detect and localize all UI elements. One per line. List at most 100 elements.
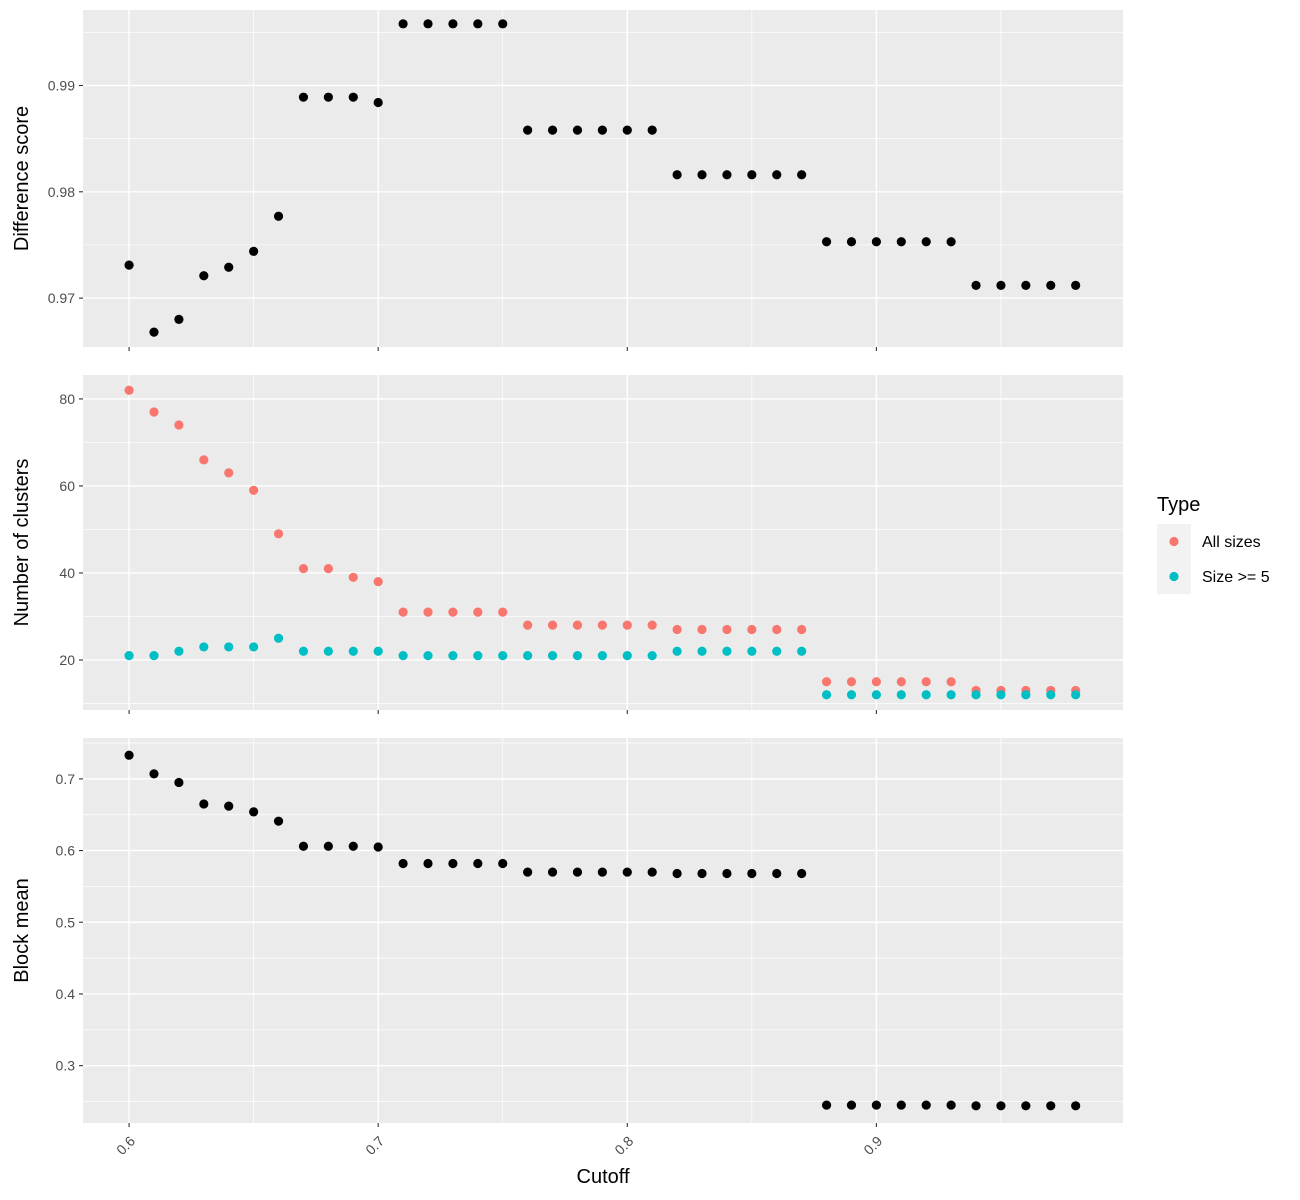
data-point bbox=[473, 858, 483, 869]
data-point bbox=[224, 262, 234, 272]
data-point bbox=[149, 651, 159, 661]
data-point bbox=[547, 651, 558, 661]
data-point bbox=[572, 125, 583, 135]
data-point bbox=[373, 842, 383, 852]
data-point bbox=[348, 646, 358, 656]
data-point bbox=[273, 529, 284, 539]
data-point bbox=[249, 642, 259, 652]
data-point bbox=[921, 677, 931, 687]
data-point bbox=[971, 280, 981, 290]
data-point bbox=[697, 646, 707, 656]
data-point bbox=[473, 607, 483, 617]
x-tick-label: 0.6 bbox=[113, 1133, 138, 1158]
data-point bbox=[199, 455, 209, 465]
data-point bbox=[423, 651, 433, 661]
data-point bbox=[697, 170, 707, 180]
data-point bbox=[124, 651, 134, 661]
data-point bbox=[1071, 1101, 1081, 1111]
data-point bbox=[1071, 280, 1081, 290]
data-point bbox=[1046, 1101, 1056, 1111]
panel-block-mean: 0.3 0.4 0.5 0.6 0.7 0.6 0.7 0.8 0.9 Block mean bbox=[11, 738, 1123, 1158]
data-point bbox=[921, 690, 931, 700]
data-point bbox=[971, 1101, 981, 1111]
data-point bbox=[1021, 1101, 1031, 1111]
data-point bbox=[921, 1100, 931, 1110]
data-point bbox=[498, 19, 508, 29]
panel-background bbox=[83, 10, 1123, 347]
data-point bbox=[821, 1100, 832, 1110]
data-point bbox=[174, 314, 184, 324]
data-point bbox=[1071, 690, 1081, 700]
y-tick-label: 0.97 bbox=[48, 290, 75, 306]
data-point bbox=[672, 868, 682, 879]
data-point bbox=[871, 677, 881, 687]
data-point bbox=[323, 564, 333, 574]
data-point bbox=[647, 867, 657, 877]
data-point bbox=[448, 858, 458, 869]
data-point bbox=[273, 816, 284, 826]
y-tick-label: 0.98 bbox=[48, 184, 75, 200]
data-point bbox=[797, 170, 807, 180]
data-point bbox=[224, 468, 234, 478]
data-point bbox=[772, 170, 782, 180]
data-point bbox=[448, 607, 458, 617]
data-point bbox=[273, 211, 284, 221]
data-point bbox=[273, 633, 284, 643]
data-point bbox=[871, 237, 881, 247]
data-point bbox=[846, 690, 857, 700]
data-point bbox=[448, 19, 458, 29]
data-point bbox=[448, 651, 458, 661]
data-point bbox=[298, 92, 309, 102]
data-point bbox=[124, 385, 134, 395]
data-point bbox=[298, 564, 309, 574]
data-point bbox=[846, 1100, 857, 1110]
x-axis-title: Cutoff bbox=[577, 1166, 630, 1188]
data-point bbox=[1046, 280, 1056, 290]
data-point bbox=[747, 624, 757, 635]
data-point bbox=[722, 170, 732, 180]
data-point bbox=[821, 237, 832, 247]
data-point bbox=[1021, 280, 1031, 290]
data-point bbox=[124, 750, 134, 760]
data-point bbox=[772, 624, 782, 635]
y-tick-label: 0.99 bbox=[48, 77, 75, 93]
data-point bbox=[597, 620, 607, 630]
data-point bbox=[846, 677, 857, 687]
data-point bbox=[946, 237, 956, 247]
data-point bbox=[473, 19, 483, 29]
data-point bbox=[398, 19, 408, 29]
data-point bbox=[174, 777, 184, 788]
data-point bbox=[871, 690, 881, 700]
data-point bbox=[523, 867, 533, 877]
data-point bbox=[647, 125, 657, 135]
data-point bbox=[398, 651, 408, 661]
data-point bbox=[572, 620, 583, 630]
data-point bbox=[647, 620, 657, 630]
data-point bbox=[996, 1101, 1006, 1111]
y-tick-label: 0.7 bbox=[56, 771, 76, 787]
data-point bbox=[971, 690, 981, 700]
data-point bbox=[821, 690, 832, 700]
data-point bbox=[323, 646, 333, 656]
data-point bbox=[224, 801, 234, 811]
data-point bbox=[722, 624, 732, 635]
data-point bbox=[249, 807, 259, 817]
panel-number-of-clusters: 20 40 60 80 Number of clusters bbox=[11, 375, 1123, 714]
data-point bbox=[323, 92, 333, 102]
data-point bbox=[672, 170, 682, 180]
data-point bbox=[772, 646, 782, 656]
data-point bbox=[199, 799, 209, 809]
data-point bbox=[846, 237, 857, 247]
data-point bbox=[946, 690, 956, 700]
data-point bbox=[722, 646, 732, 656]
data-point bbox=[597, 867, 607, 877]
data-point bbox=[124, 260, 134, 270]
data-point bbox=[149, 769, 159, 779]
data-point bbox=[1046, 690, 1056, 700]
data-point bbox=[174, 646, 184, 656]
legend-key-point bbox=[1169, 536, 1179, 547]
data-point bbox=[174, 420, 184, 430]
data-point bbox=[772, 868, 782, 879]
data-point bbox=[572, 651, 583, 661]
